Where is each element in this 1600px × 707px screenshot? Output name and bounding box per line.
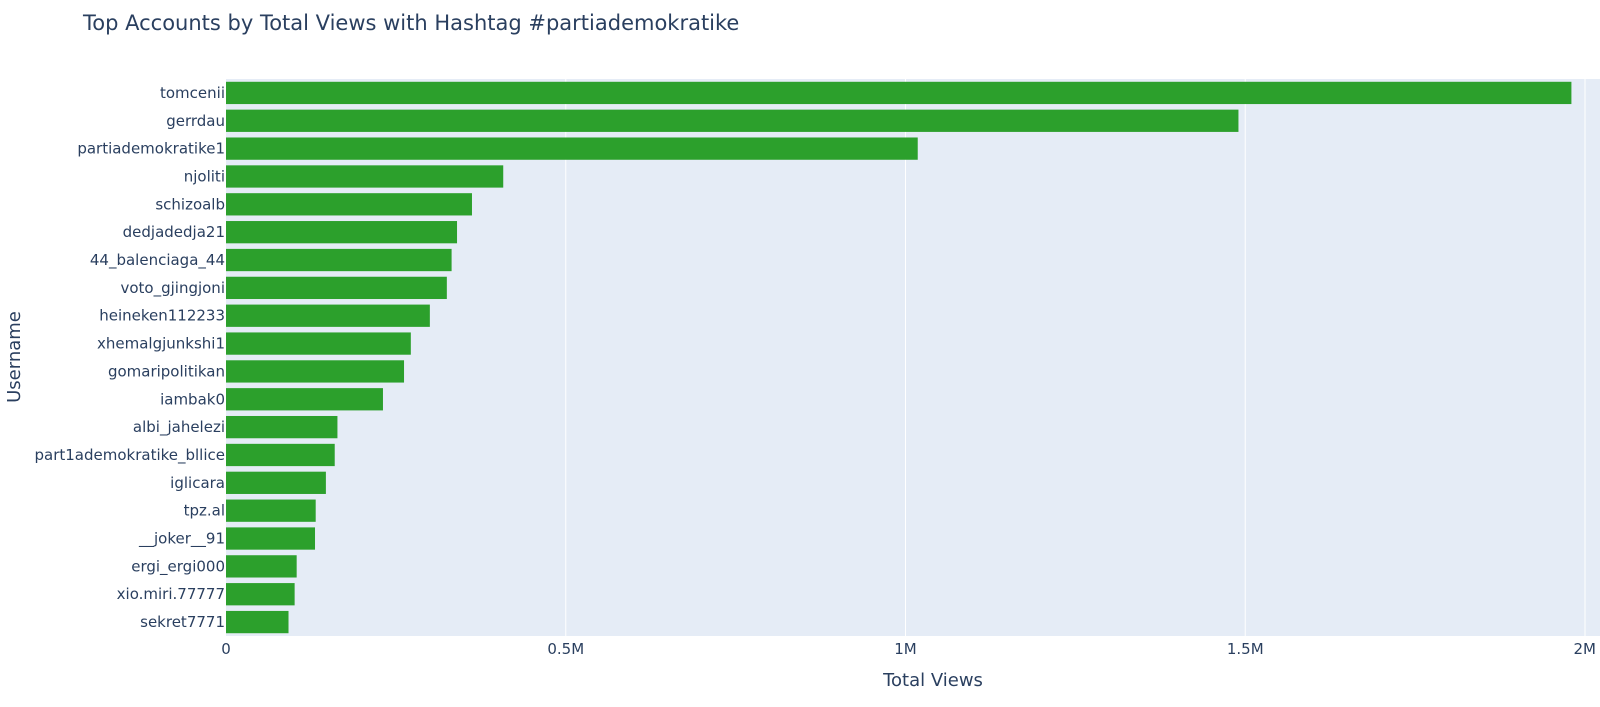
bar — [226, 527, 316, 550]
bar — [226, 165, 504, 188]
bar — [226, 332, 411, 355]
y-tick-label: part1ademokratike_bllice — [34, 446, 225, 465]
y-tick-label: iglicara — [170, 474, 225, 492]
bar — [226, 304, 430, 327]
bar — [226, 388, 383, 411]
x-tick-label: 0 — [221, 640, 231, 658]
y-tick-label: gomaripolitikan — [108, 362, 225, 380]
y-tick-label: gerrdau — [166, 112, 225, 130]
y-axis-title: Username — [4, 311, 25, 403]
bar — [226, 81, 1572, 105]
y-tick-label: tomcenii — [160, 84, 225, 102]
y-tick-label: albi_jahelezi — [133, 418, 225, 437]
y-tick-label: xhemalgjunkshi1 — [97, 335, 225, 353]
x-tick-label: 1.5M — [1227, 640, 1264, 658]
y-tick-label: __joker__91 — [138, 530, 225, 549]
x-axis-title: Total Views — [882, 670, 983, 691]
x-tick-labels: 0 0.5M 1M 1.5M 2M — [221, 640, 1596, 658]
bar — [226, 360, 405, 383]
bar — [226, 248, 452, 272]
y-tick-label: ergi_ergi000 — [131, 557, 225, 576]
y-tick-label: heineken112233 — [99, 307, 225, 325]
x-tick-label: 2M — [1574, 640, 1597, 658]
y-tick-label: tpz.al — [184, 502, 225, 520]
bar — [226, 499, 316, 522]
bar — [226, 137, 918, 160]
bar — [226, 276, 447, 300]
gridlines — [565, 79, 1586, 636]
bar — [226, 610, 289, 634]
y-tick-label: 44_balenciaga_44 — [90, 251, 225, 270]
bar — [226, 555, 297, 578]
x-tick-label: 0.5M — [547, 640, 584, 658]
y-tick-label: partiademokratike1 — [77, 140, 225, 158]
bars — [226, 81, 1572, 634]
chart-title: Top Accounts by Total Views with Hashtag… — [82, 11, 739, 35]
y-tick-label: njoliti — [184, 167, 225, 185]
y-tick-label: xio.miri.77777 — [117, 585, 225, 603]
x-tick-label: 1M — [894, 640, 917, 658]
y-tick-label: sekret7771 — [140, 613, 225, 631]
bar — [226, 109, 1239, 132]
plot-background — [226, 79, 1600, 636]
y-tick-label: voto_gjingjoni — [120, 279, 225, 298]
bar — [226, 443, 335, 467]
y-tick-labels: tomcenii gerrdau partiademokratike1 njoliti… — [34, 84, 225, 631]
bar — [226, 193, 472, 216]
bar — [226, 471, 326, 494]
bar — [226, 415, 338, 439]
y-tick-label: schizoalb — [155, 195, 225, 213]
y-tick-label: dedjadedja21 — [123, 223, 225, 241]
y-tick-label: iambak0 — [160, 390, 225, 408]
bar — [226, 583, 295, 606]
bar — [226, 221, 458, 244]
